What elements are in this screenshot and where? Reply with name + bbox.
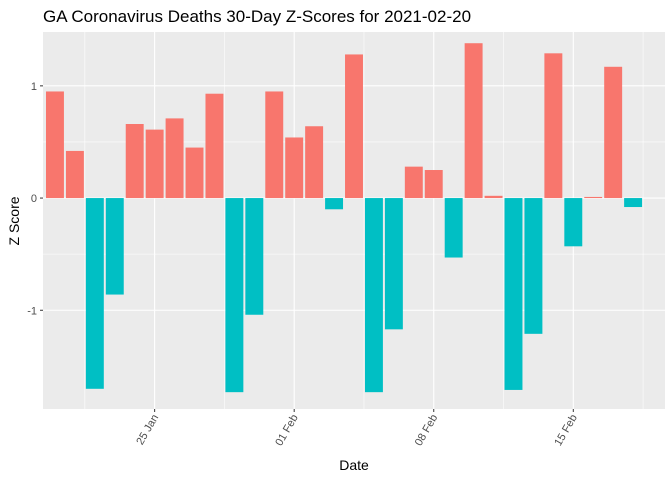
bar xyxy=(484,195,503,199)
bar xyxy=(245,198,264,315)
bar xyxy=(65,150,84,199)
bar xyxy=(145,129,164,199)
bar xyxy=(404,166,423,199)
bar xyxy=(305,126,324,199)
bar xyxy=(325,198,344,210)
bar xyxy=(524,198,543,334)
bar xyxy=(464,43,483,199)
bar xyxy=(424,170,443,199)
bar xyxy=(285,137,304,199)
bar xyxy=(265,91,284,199)
bar xyxy=(544,53,563,199)
bar xyxy=(205,93,224,199)
y-axis: -1 0 1 xyxy=(27,81,43,317)
bar xyxy=(384,198,403,330)
chart-title: GA Coronavirus Deaths 30-Day Z-Scores fo… xyxy=(43,7,471,26)
x-axis: 25 Jan 01 Feb 08 Feb 15 Feb xyxy=(134,409,580,448)
bar xyxy=(85,198,104,389)
bar xyxy=(185,147,204,199)
x-tick-label: 15 Feb xyxy=(552,413,580,449)
bar xyxy=(105,198,124,295)
bar xyxy=(584,196,603,199)
bar xyxy=(624,198,643,208)
x-tick-label: 08 Feb xyxy=(413,413,441,449)
x-tick-label: 01 Feb xyxy=(273,413,301,449)
y-tick-label: 1 xyxy=(31,81,37,93)
bar xyxy=(564,198,583,247)
bar xyxy=(444,198,463,258)
bar xyxy=(345,54,363,199)
y-axis-title: Z Score xyxy=(6,196,22,245)
y-tick-label: -1 xyxy=(27,305,37,317)
bar xyxy=(125,124,144,199)
bar xyxy=(45,91,64,199)
bar xyxy=(504,198,523,390)
x-tick-label: 25 Jan xyxy=(134,413,161,448)
bars xyxy=(45,43,643,393)
bar xyxy=(364,198,383,393)
bar xyxy=(604,66,623,199)
x-axis-title: Date xyxy=(339,457,369,473)
bar xyxy=(165,118,184,199)
y-tick-label: 0 xyxy=(31,193,37,205)
bar xyxy=(225,198,244,393)
